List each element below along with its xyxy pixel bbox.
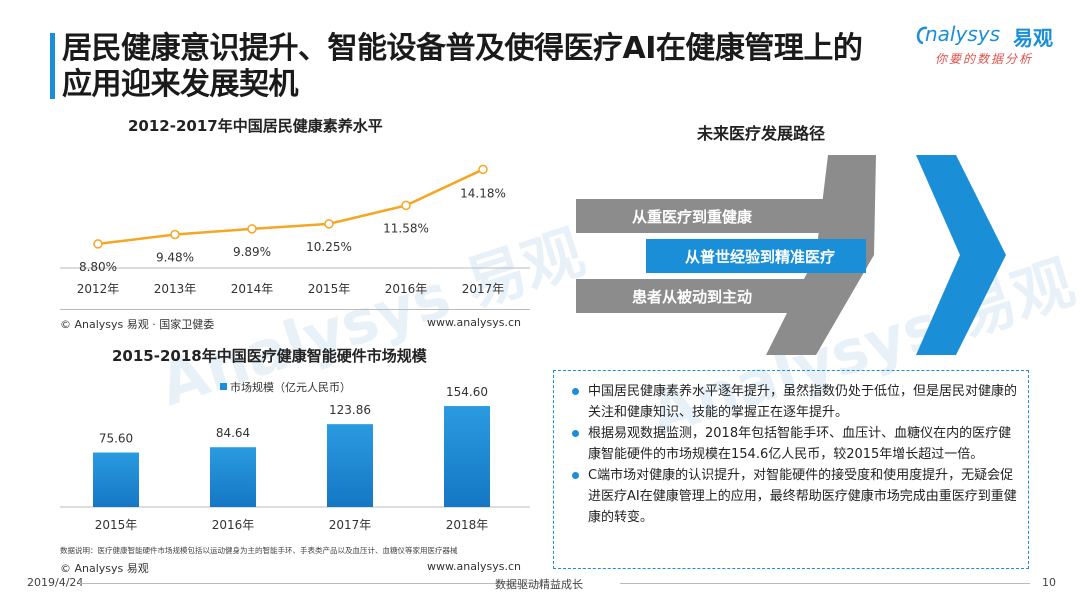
path-item-1: 从重医疗到重健康 (632, 208, 753, 226)
data-label: 84.64 (216, 426, 250, 440)
bar (327, 424, 373, 507)
data-label: 9.48% (156, 251, 194, 265)
chart1-source: © Analysys 易观 · 国家卫健委 (60, 318, 215, 331)
page-title-line1: 居民健康意识提升、智能设备普及使得医疗AI在健康管理上的 (62, 31, 863, 66)
x-tick-label: 2015年 (308, 282, 351, 296)
chart2-title: 2015-2018年中国医疗健康智能硬件市场规模 (112, 347, 427, 365)
chart1-url: www.analysys.cn (427, 316, 521, 329)
data-point (247, 224, 257, 234)
line-chart: 8.80% 2012年 9.48% 2013年 9.89% 2014年 10.25% 2015… (60, 164, 530, 296)
data-point (93, 239, 103, 249)
analysys-logo: nalysys 易观 你要的数据分析 (915, 22, 1065, 72)
x-tick-label: 2014年 (231, 282, 274, 296)
x-tick-label: 2012年 (77, 282, 120, 296)
footer-tagline: 数据驱动精益成长 (495, 578, 583, 591)
chart2-source: © Analysys 易观 (60, 562, 149, 575)
x-tick-label: 2017年 (462, 282, 505, 296)
logo-tagline: 你要的数据分析 (935, 52, 1034, 66)
path-arrows-graphic (576, 155, 1006, 355)
chart2-note: 数据说明：医疗健康智能硬件市场规模包括以运动健身为主的智能手环、手表类产品以及血… (60, 546, 458, 555)
x-tick-label: 2017年 (329, 518, 372, 532)
path-bar-2 (646, 239, 866, 273)
data-label: 10.25% (306, 240, 352, 254)
bullet-item: 根据易观数据监测，2018年包括智能手环、血压计、血糖仪在内的医疗健康智能硬件的… (572, 423, 1018, 465)
footer-divider-left (80, 583, 540, 584)
data-label: 14.18% (460, 186, 506, 200)
path-title: 未来医疗发展路径 (697, 124, 826, 143)
bullet-item: C端市场对健康的认识提升，对智能硬件的接受度和使用度提升，无疑会促进医疗AI在健… (572, 465, 1018, 528)
bar (210, 447, 256, 507)
bar (93, 452, 139, 507)
path-bar-1 (576, 199, 846, 233)
x-tick-label: 2013年 (154, 282, 197, 296)
data-point (170, 229, 180, 240)
bullet-item: 中国居民健康素养水平逐年提升，虽然指数仍处于低位，但是居民对健康的关注和健康知识… (572, 381, 1018, 423)
path-bar-3 (576, 279, 846, 313)
bar (444, 406, 490, 507)
chart2-url: www.analysys.cn (427, 560, 521, 573)
x-tick-label: 2018年 (446, 518, 489, 532)
legend-swatch (220, 383, 227, 390)
data-point (401, 200, 411, 211)
path-item-3: 患者从被动到主动 (632, 288, 753, 306)
bar-chart: 75.60 2015年 84.64 2016年 123.86 2017年 154.60 201… (60, 385, 530, 532)
data-label: 8.80% (79, 260, 117, 274)
chart2-legend: 市场规模（亿元人民币） (230, 381, 351, 394)
data-label: 9.89% (233, 245, 271, 259)
data-label: 75.60 (99, 432, 133, 446)
data-label: 154.60 (446, 385, 488, 399)
chart1-title: 2012-2017年中国居民健康素养水平 (128, 117, 383, 135)
series-line (97, 168, 484, 246)
data-point (478, 164, 488, 175)
data-label: 11.58% (383, 221, 429, 235)
footer-date: 2019/4/24 (27, 576, 84, 589)
footer-divider-right (620, 583, 1030, 584)
data-label: 123.86 (329, 403, 371, 417)
page-number: 10 (1042, 576, 1056, 589)
logo-brand: nalysys (925, 22, 1000, 46)
title-accent-bar (50, 33, 55, 99)
x-tick-label: 2016年 (385, 282, 428, 296)
logo-brand-cn: 易观 (1013, 26, 1053, 50)
blue-chevron-arrow (916, 155, 1006, 355)
x-tick-label: 2016年 (212, 518, 255, 532)
x-tick-label: 2015年 (95, 518, 138, 532)
summary-box: 中国居民健康素养水平逐年提升，虽然指数仍处于低位，但是居民对健康的关注和健康知识… (553, 370, 1029, 569)
path-item-2: 从普世经验到精准医疗 (685, 248, 836, 266)
logo-swoosh-icon (916, 26, 928, 45)
data-point (324, 219, 334, 229)
page-title-line2: 应用迎来发展契机 (62, 67, 299, 102)
chart1-divider (60, 309, 530, 310)
